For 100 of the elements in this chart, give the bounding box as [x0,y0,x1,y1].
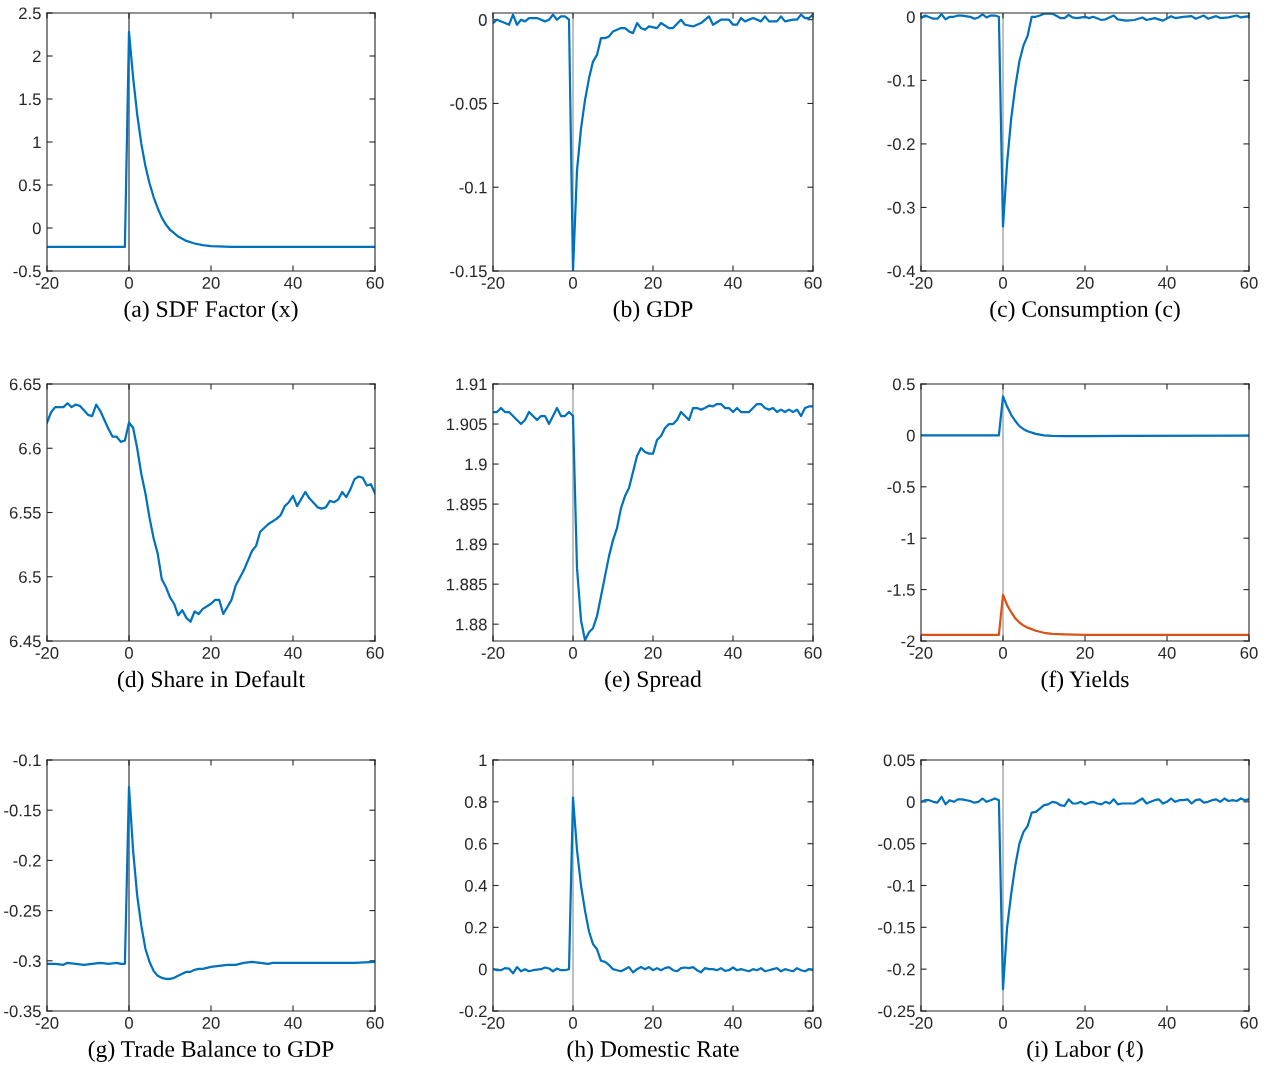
x-tick-label: 40 [724,1017,742,1029]
y-tick-label: 1.895 [447,498,487,511]
x-axis-title: (b) GDP [613,300,693,322]
y-tick-label: 2 [33,50,41,63]
y-tick-label: -0.25 [4,905,41,917]
y-tick-label: 6.5 [19,571,41,583]
x-axis-title: (f) Yields [1041,670,1129,693]
y-tick-label: 1 [33,136,41,149]
y-tick-label: -0.2 [887,963,915,976]
y-tick-label: -0.3 [13,955,41,967]
y-tick-label: -0.2 [887,138,915,151]
y-tick-label: 0.6 [464,838,487,850]
x-tick-label: 60 [366,647,384,659]
x-tick-label: 0 [569,647,577,659]
y-tick-label: 1.905 [447,418,487,431]
y-tick-label: -2 [901,635,915,648]
x-tick-label: 20 [644,1017,662,1029]
x-tick-label: -20 [481,647,505,659]
x-tick-label: -20 [909,277,933,289]
x-axis-title: (c) Consumption (c) [990,300,1180,322]
x-tick-label: 20 [1076,277,1094,289]
x-tick-label: 20 [1076,1017,1094,1029]
y-tick-label: 2.5 [19,7,41,20]
x-tick-label: 20 [644,647,662,659]
y-tick-label: -0.3 [887,201,915,214]
y-tick-label: -0.35 [4,1005,41,1018]
y-tick-label: -0.1 [887,879,915,892]
y-tick-label: 0 [906,429,915,442]
x-tick-label: 0 [125,277,133,289]
x-axis-title: (d) Share in Default [117,670,305,693]
x-tick-label: 0 [125,647,133,659]
y-tick-label: 1.885 [447,578,487,591]
x-tick-label: 40 [1158,277,1176,289]
y-tick-label: 6.6 [19,442,41,455]
y-tick-label: 0.8 [464,796,487,809]
x-tick-label: 0 [125,1017,133,1029]
y-tick-label: 0 [32,222,41,235]
y-tick-label: 0.05 [883,754,915,767]
x-tick-label: -20 [909,647,933,659]
x-tick-label: 40 [284,647,302,659]
y-tick-label: -0.5 [13,265,41,278]
y-tick-label: 6.65 [9,378,41,391]
x-tick-label: -20 [481,1017,505,1029]
x-axis-title: (g) Trade Balance to GDP [88,1040,334,1062]
y-tick-label: 1.88 [456,618,487,631]
x-tick-label: -20 [35,277,59,289]
x-tick-label: -20 [481,277,505,289]
x-tick-label: 0 [999,277,1007,289]
y-tick-label: -0.05 [450,97,487,110]
x-tick-label: 20 [202,1017,220,1029]
x-tick-label: 40 [724,277,742,289]
x-tick-label: 0 [999,1017,1007,1029]
x-tick-label: 40 [1158,647,1176,659]
x-tick-label: 20 [202,277,220,289]
y-tick-label: -0.1 [887,74,915,87]
y-tick-label: 1.91 [456,378,487,391]
y-tick-label: 1.9 [465,458,487,471]
x-tick-label: 40 [724,647,742,659]
x-tick-label: 60 [1240,647,1258,659]
y-tick-label: 1.5 [19,93,41,106]
x-tick-label: 0 [569,277,577,289]
y-tick-label: -1.5 [887,584,915,596]
x-tick-label: 40 [284,1017,302,1029]
x-tick-label: 60 [366,277,384,289]
x-tick-label: 20 [202,647,220,659]
y-tick-label: -0.1 [459,181,487,194]
x-tick-label: 60 [1240,1017,1258,1029]
x-axis-title: (e) Spread [605,670,702,692]
y-tick-label: -0.2 [13,854,41,867]
y-tick-label: 0 [478,963,487,976]
y-tick-label: -0.4 [887,265,915,278]
x-axis-title: (h) Domestic Rate [567,1040,739,1062]
x-tick-label: 0 [999,647,1007,659]
y-tick-label: 0 [906,796,915,809]
x-tick-label: -20 [35,647,59,659]
x-axis-title: (a) SDF Factor (x) [124,300,298,322]
y-tick-label: 6.55 [9,506,41,519]
x-tick-label: 60 [366,1017,384,1029]
x-tick-label: 0 [569,1017,577,1029]
x-axis-title: (i) Labor (ℓ) [1027,1040,1143,1062]
x-tick-label: 60 [804,277,822,289]
x-tick-label: 60 [804,1017,822,1029]
x-tick-label: 20 [644,277,662,289]
y-tick-label: 0.5 [892,378,915,391]
x-tick-label: -20 [35,1017,59,1029]
x-tick-label: 60 [1240,277,1258,289]
y-tick-label: 0.5 [18,179,41,192]
y-tick-label: -0.1 [13,754,41,767]
y-tick-label: -0.15 [450,265,487,278]
y-tick-label: 0 [906,11,915,24]
y-tick-label: -0.2 [459,1005,487,1018]
y-tick-label: -0.15 [878,921,915,934]
y-tick-label: 0 [478,14,487,26]
y-tick-label: -0.5 [887,481,915,493]
x-tick-label: 40 [1158,1017,1176,1029]
y-tick-label: -0.05 [878,838,915,850]
y-tick-label: 0.2 [464,921,487,934]
y-tick-label: 6.45 [9,635,41,648]
y-tick-label: -1 [901,532,915,545]
y-tick-label: 0.4 [464,879,487,892]
